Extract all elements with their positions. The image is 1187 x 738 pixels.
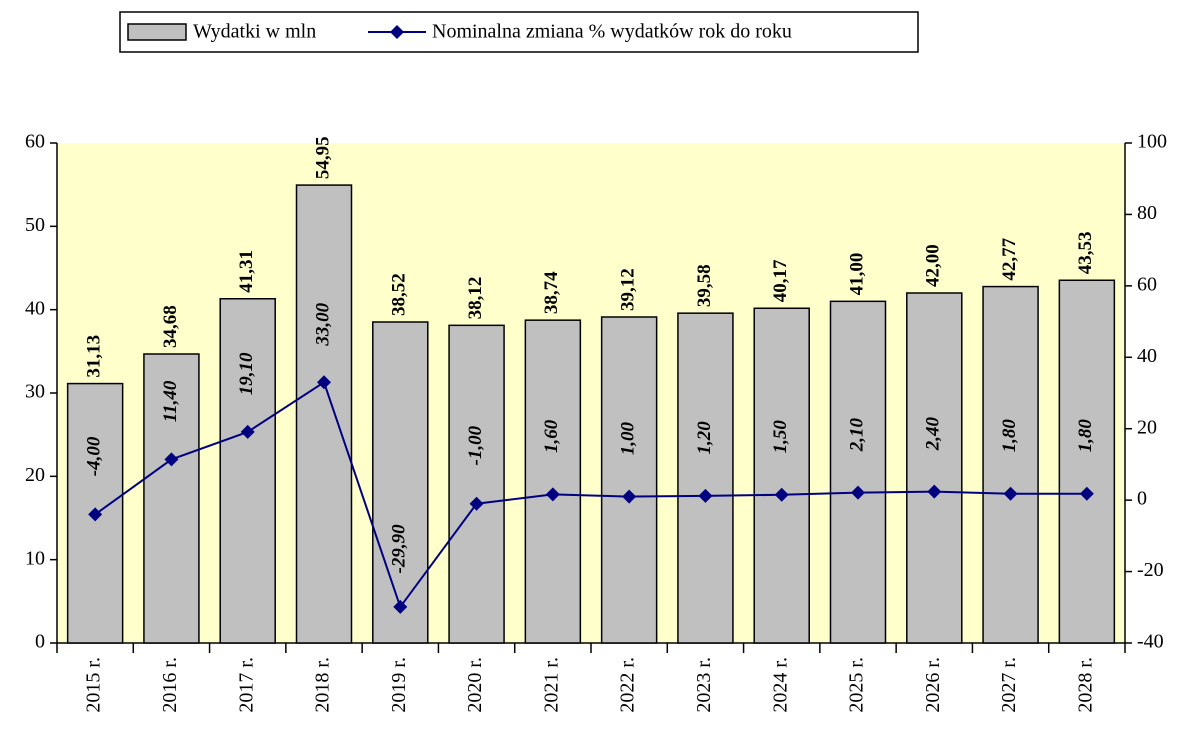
legend-label: Nominalna zmiana % wydatków rok do roku: [432, 21, 792, 43]
bar-value-label: 39,12: [618, 268, 639, 311]
line-value-label: 2,10: [846, 418, 867, 453]
bar-value-label: 40,17: [770, 259, 791, 302]
bar: [448, 324, 505, 644]
y2-tick-label: 80: [1137, 202, 1157, 224]
marker: [1003, 486, 1018, 501]
line-value-label: -29,90: [389, 524, 410, 574]
bar-value-label: 54,95: [312, 136, 333, 179]
line-value-label: -4,00: [84, 436, 105, 476]
x-tick-label: 2020 r.: [464, 657, 486, 713]
y2-tick-label: 0: [1137, 488, 1147, 510]
y2-tick-label: -40: [1137, 631, 1164, 653]
bar-value-label: 42,00: [923, 244, 944, 287]
bar-value-label: 43,53: [1075, 232, 1096, 275]
legend-swatch: [127, 23, 187, 41]
bar: [677, 312, 734, 644]
bar-value-label: 41,00: [846, 253, 867, 296]
bar-value-label: 38,52: [389, 273, 410, 316]
bar: [753, 307, 810, 644]
x-tick-label: 2019 r.: [388, 657, 410, 713]
x-tick-label: 2025 r.: [846, 657, 868, 713]
y-tick-label: 0: [35, 631, 45, 653]
marker: [88, 507, 103, 522]
bar: [829, 300, 887, 644]
plot-area: [57, 143, 1125, 643]
bar: [1058, 279, 1116, 644]
marker: [851, 485, 865, 500]
y2-tick-label: 60: [1137, 273, 1157, 295]
line-value-label: 1,20: [694, 421, 715, 455]
marker: [622, 489, 637, 504]
marker: [240, 424, 255, 439]
line-value-label: 1,60: [541, 419, 562, 453]
x-tick-label: 2016 r.: [159, 657, 181, 713]
y-tick-label: 30: [25, 381, 45, 403]
bar: [143, 353, 200, 644]
x-tick-label: 2026 r.: [922, 657, 944, 713]
marker: [927, 484, 942, 499]
line-value-label: 1,00: [618, 421, 639, 455]
x-tick-label: 2028 r.: [1074, 657, 1096, 713]
bar: [219, 298, 276, 644]
y-tick-label: 50: [25, 214, 45, 236]
marker: [317, 375, 331, 390]
bar: [906, 292, 963, 644]
marker: [698, 488, 713, 503]
line-value-label: 2,40: [923, 416, 944, 451]
line-value-label: 1,80: [999, 419, 1020, 453]
bar-value-label: 31,13: [84, 335, 105, 378]
y-tick-label: 20: [25, 464, 45, 486]
bar: [295, 184, 353, 644]
x-tick-label: 2017 r.: [235, 657, 257, 713]
marker: [469, 496, 484, 511]
legend-box: [119, 11, 919, 53]
y2-tick-label: -20: [1137, 559, 1164, 581]
marker: [1079, 486, 1094, 501]
legend-label: Wydatki w mln: [193, 21, 316, 43]
bar-value-label: 42,77: [999, 237, 1020, 280]
marker: [545, 487, 560, 502]
x-tick-label: 2024 r.: [769, 657, 791, 713]
marker: [393, 599, 408, 614]
line-value-label: 33,00: [312, 302, 333, 346]
y2-tick-label: 20: [1137, 416, 1157, 438]
marker: [774, 487, 789, 502]
marker: [164, 452, 179, 467]
bar-value-label: 38,12: [465, 277, 486, 320]
bar-value-label: 38,74: [541, 271, 562, 314]
y2-tick-label: 100: [1137, 131, 1167, 153]
x-tick-label: 2023 r.: [693, 657, 715, 713]
bar: [524, 319, 582, 644]
y-tick-label: 40: [25, 297, 45, 319]
bar: [372, 321, 429, 644]
bar-value-label: 39,58: [694, 264, 715, 307]
bar-value-label: 34,68: [160, 305, 181, 348]
x-tick-label: 2018 r.: [312, 657, 334, 713]
line-value-label: 1,80: [1075, 419, 1096, 453]
line-value-label: 19,10: [236, 352, 257, 395]
bar: [982, 285, 1039, 644]
line-value-label: 1,50: [770, 420, 791, 454]
legend-marker: [390, 25, 404, 39]
x-tick-label: 2015 r.: [83, 657, 105, 713]
bar-value-label: 41,31: [236, 250, 257, 293]
y-tick-label: 60: [25, 131, 45, 153]
x-tick-label: 2021 r.: [540, 657, 562, 713]
line-value-label: -1,00: [465, 425, 486, 465]
x-tick-label: 2027 r.: [998, 657, 1020, 713]
line-value-label: 11,40: [160, 380, 181, 422]
bar: [600, 316, 658, 644]
x-tick-label: 2022 r.: [617, 657, 639, 713]
line: [94, 380, 1087, 610]
y-tick-label: 10: [25, 547, 45, 569]
y2-tick-label: 40: [1137, 345, 1157, 367]
